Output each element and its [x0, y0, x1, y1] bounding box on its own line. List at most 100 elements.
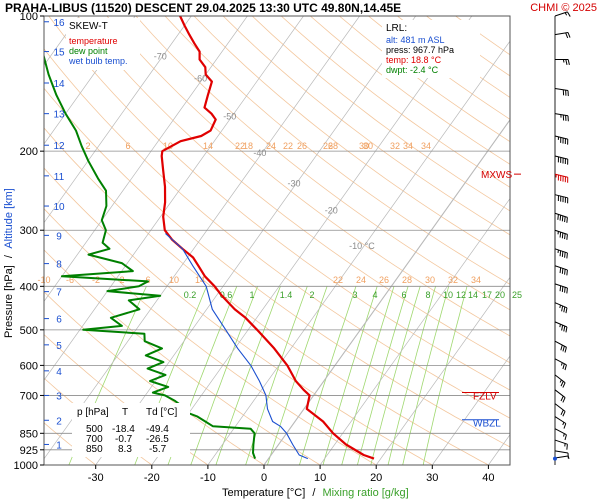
mixing-ratio-label: 17 — [482, 290, 492, 300]
dry-adiabat-line — [164, 16, 510, 285]
theta-e-label: 22 — [235, 141, 245, 151]
legend-box — [66, 18, 140, 70]
y-axis-title-group: Pressure [hPa] / Altitude [km] — [3, 188, 15, 338]
wind-barb-feather — [561, 325, 564, 331]
dry-adiabat-label: 18 — [243, 141, 253, 151]
pressure-tick-label: 850 — [20, 428, 38, 440]
isotherm-label: -60 — [194, 74, 207, 84]
wbzl-label: WBZL — [473, 419, 501, 430]
wind-barb-half-feather — [562, 59, 565, 63]
mixing-ratio-label: 8 — [425, 290, 430, 300]
wind-barb — [554, 87, 569, 97]
mixing-ratio-label: 20 — [495, 290, 505, 300]
wind-barb — [554, 265, 568, 276]
isotherm-label: -20 — [325, 205, 338, 215]
summary-row-500-p: 500 — [86, 424, 103, 435]
isotherm-line — [207, 40, 510, 465]
wind-barb — [554, 31, 571, 39]
wind-barb-feather — [562, 382, 566, 388]
altitude-tick-label: 2 — [56, 416, 62, 427]
wind-barb — [554, 135, 569, 145]
temperature-tick-label: 40 — [482, 472, 494, 484]
pressure-tick-label: 300 — [20, 225, 38, 237]
lrl-title: LRL: — [386, 23, 407, 34]
legend-title: SKEW-T — [69, 21, 108, 32]
wind-barb-feather — [557, 214, 559, 220]
wind-barb-feather — [566, 252, 568, 259]
altitude-tick-label: 4 — [56, 367, 62, 378]
isotherm-line — [44, 16, 192, 224]
wind-barb-half-feather — [559, 379, 562, 383]
theta-e-label: 26 — [297, 141, 307, 151]
dry-adiabat-line — [222, 16, 510, 236]
y-axis-title: Pressure [hPa] — [3, 265, 15, 338]
isotherm-line — [44, 16, 360, 460]
wind-barbs — [553, 11, 571, 461]
wind-barb-feather — [559, 215, 562, 221]
altitude-tick-label: 5 — [56, 341, 62, 352]
altitude-tick-label: 1 — [56, 440, 62, 451]
isotherm-label: -50 — [223, 111, 236, 121]
summary-row-500-td: -49.4 — [146, 424, 169, 435]
wind-barb-feather — [561, 268, 564, 274]
theta-e-label: 24 — [266, 141, 276, 151]
legend-item-wetbulb: wet bulb temp. — [68, 56, 128, 66]
fzlv-label: FZLV — [473, 391, 497, 402]
wind-barb — [554, 439, 568, 450]
mixing-ratio-line — [215, 286, 281, 465]
temperature-tick-label: -20 — [144, 472, 160, 484]
wind-barb-shaft — [554, 455, 569, 459]
dry-adiabat-label: 6 — [125, 141, 130, 151]
mxws-label: MXWS — [481, 170, 512, 181]
isotherm-label: -10 °C — [349, 241, 375, 251]
altitude-tick-label: 12 — [53, 141, 65, 152]
summary-header-td: Td [°C] — [146, 407, 177, 418]
temperature-tick-label: 10 — [314, 472, 326, 484]
wind-barb-feather — [566, 234, 568, 240]
summary-row-700-p: 700 — [86, 434, 103, 445]
wind-barb-feather — [562, 411, 566, 417]
dry-adiabat-line — [397, 16, 510, 98]
dry-adiabat-line — [339, 16, 510, 143]
wind-barb — [554, 173, 569, 183]
mixing-ratio-line — [267, 286, 328, 465]
lrl-box — [382, 20, 480, 78]
wind-barb — [554, 283, 568, 294]
wind-barb-feather — [563, 325, 566, 332]
wind-barb-feather — [562, 346, 565, 352]
dry-adiabat-line — [44, 291, 265, 465]
theta-e-label: 34 — [421, 141, 431, 151]
wind-barb — [554, 229, 568, 240]
wind-barb-feather — [564, 287, 566, 293]
isotherm-line — [375, 276, 510, 465]
lrl-info: LRL: alt: 481 m ASL press: 967.7 hPa tem… — [382, 20, 480, 78]
isotherm-line — [319, 197, 510, 465]
mixing-ratio-label: 0.2 — [184, 290, 197, 300]
summary-table: p [hPa] T Td [°C] 500 -18.4 -49.4 700 -0… — [72, 403, 190, 457]
legend-item-temperature: temperature — [69, 36, 118, 46]
wind-barb-feather — [559, 232, 562, 238]
wind-barb-feather — [564, 269, 566, 275]
wind-barb-half-feather — [562, 422, 565, 426]
dry-adiabat-label: 26 — [323, 141, 333, 151]
altitude-tick-label: 9 — [56, 231, 62, 242]
chart-title: PRAHA-LIBUS (11520) DESCENT 29.04.2025 1… — [5, 1, 401, 15]
dry-adiabat-label: 10 — [169, 275, 179, 285]
surface-wind-dot — [553, 456, 557, 461]
dry-adiabat-label: 2 — [85, 141, 90, 151]
isotherm-line — [432, 355, 510, 465]
temperature-profile — [160, 16, 375, 460]
wind-barb-half-feather — [559, 324, 561, 328]
pressure-tick-label: 200 — [20, 146, 38, 158]
mixing-ratio-label: 10 — [443, 290, 453, 300]
isotherm-line — [488, 434, 510, 465]
wind-barb-feather — [560, 395, 564, 402]
wind-barb-feather — [560, 381, 564, 387]
dry-adiabat-label: -6 — [66, 275, 74, 285]
altitude-tick-label: 15 — [53, 48, 65, 59]
mixing-ratio-label: 12 — [456, 290, 466, 300]
mixing-ratio-label: 3 — [352, 290, 357, 300]
wind-barb — [554, 450, 569, 459]
pressure-tick-label: 925 — [20, 445, 38, 457]
